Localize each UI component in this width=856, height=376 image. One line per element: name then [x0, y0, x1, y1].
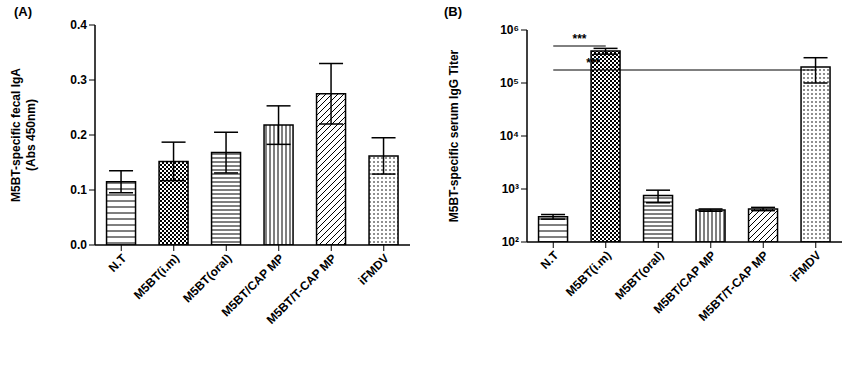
svg-text:0.1: 0.1 [70, 183, 87, 197]
svg-text:***: *** [586, 56, 600, 70]
svg-text:0.3: 0.3 [70, 73, 87, 87]
svg-text:10⁴: 10⁴ [500, 129, 519, 143]
svg-text:M5BT(i.m): M5BT(i.m) [563, 248, 614, 299]
svg-text:(A): (A) [14, 4, 32, 19]
svg-text:M5BT(i.m): M5BT(i.m) [131, 251, 182, 302]
svg-text:N.T: N.T [538, 248, 562, 272]
svg-text:(B): (B) [444, 4, 462, 19]
svg-text:M5BT/T-CAP MP: M5BT/T-CAP MP [264, 251, 340, 327]
svg-text:M5BT/CAP MP: M5BT/CAP MP [218, 251, 287, 320]
svg-text:N.T: N.T [106, 251, 130, 275]
svg-text:M5BT(oral): M5BT(oral) [180, 251, 234, 305]
svg-text:iFMDV: iFMDV [356, 251, 392, 287]
svg-text:10⁵: 10⁵ [500, 76, 519, 90]
svg-text:M5BT/CAP MP: M5BT/CAP MP [650, 248, 719, 317]
svg-text:M5BT-specific fecal IgA(Abs 45: M5BT-specific fecal IgA(Abs 450nm) [9, 68, 38, 202]
svg-text:iFMDV: iFMDV [788, 248, 824, 284]
svg-text:10⁶: 10⁶ [500, 23, 519, 37]
svg-text:0.0: 0.0 [70, 238, 87, 252]
svg-text:M5BT(oral): M5BT(oral) [612, 248, 666, 302]
svg-text:***: *** [572, 32, 586, 46]
svg-text:M5BT-specific serum IgG Titer: M5BT-specific serum IgG Titer [447, 49, 461, 222]
svg-text:10²: 10² [502, 235, 519, 249]
svg-text:10³: 10³ [502, 182, 519, 196]
svg-text:M5BT/T-CAP MP: M5BT/T-CAP MP [696, 248, 772, 324]
svg-text:0.4: 0.4 [70, 18, 87, 32]
svg-text:0.2: 0.2 [70, 128, 87, 142]
